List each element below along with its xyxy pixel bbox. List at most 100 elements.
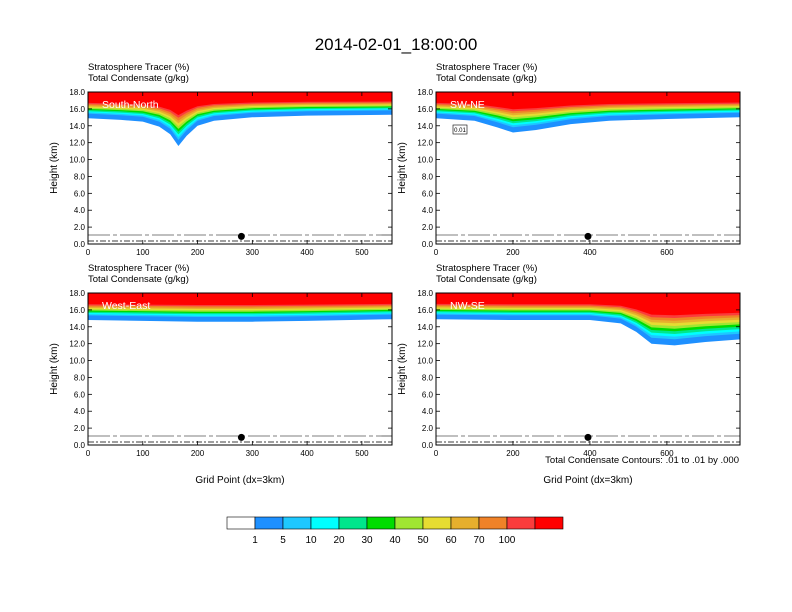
panels-group: Stratosphere Tracer (%)Total Condensate … <box>49 62 741 486</box>
y-tick-label: 10.0 <box>417 357 433 366</box>
colorbar-label: 60 <box>445 535 457 546</box>
location-marker <box>237 433 245 441</box>
plot-frame <box>87 292 393 446</box>
plot-area <box>88 293 392 445</box>
y-tick-label: 2.0 <box>422 223 434 232</box>
x-tick-label: 600 <box>660 449 674 458</box>
colorbar-swatch <box>478 516 508 530</box>
x-tick-label: 200 <box>191 248 205 257</box>
colorbar-swatch <box>310 516 340 530</box>
y-tick-label: 12.0 <box>417 340 433 349</box>
panel-name: South-North <box>102 99 159 111</box>
x-axis-label: Grid Point (dx=3km) <box>543 475 632 486</box>
x-tick-label: 300 <box>246 449 260 458</box>
panel-title-tracer: Stratosphere Tracer (%) <box>436 263 537 274</box>
plot-frame <box>435 292 741 446</box>
colorbar-label: 40 <box>389 535 401 546</box>
plot-frame <box>435 91 741 245</box>
panel-title-tracer: Stratosphere Tracer (%) <box>88 62 189 73</box>
y-tick-label: 0.0 <box>74 441 86 450</box>
panel-south-north: Stratosphere Tracer (%)Total Condensate … <box>49 62 393 257</box>
colorbar-label: 10 <box>305 535 317 546</box>
y-tick-label: 6.0 <box>422 189 434 198</box>
colorbar-swatch <box>366 516 396 530</box>
y-axis-label: Height (km) <box>397 142 408 194</box>
colorbar-label: 1 <box>252 535 258 546</box>
colorbar: 1 5 10 20 30 40 50 60 70 100 <box>226 516 564 546</box>
panel-title-condensate: Total Condensate (g/kg) <box>436 73 537 84</box>
colorbar-swatch <box>338 516 368 530</box>
y-tick-label: 2.0 <box>74 223 86 232</box>
y-tick-label: 18.0 <box>69 88 85 97</box>
y-tick-label: 6.0 <box>74 189 86 198</box>
colorbar-swatch <box>226 516 256 530</box>
colorbar-label: 20 <box>333 535 345 546</box>
y-tick-label: 8.0 <box>74 172 86 181</box>
contour-note: Total Condensate Contours: .01 to .01 by… <box>545 455 739 466</box>
y-tick-label: 14.0 <box>417 122 433 131</box>
y-tick-label: 12.0 <box>417 139 433 148</box>
panel-title-condensate: Total Condensate (g/kg) <box>436 274 537 285</box>
x-tick-label: 600 <box>660 248 674 257</box>
y-tick-label: 14.0 <box>417 323 433 332</box>
colorbar-swatch <box>534 516 564 530</box>
x-tick-label: 500 <box>355 449 369 458</box>
y-tick-label: 10.0 <box>69 156 85 165</box>
x-tick-label: 0 <box>434 248 439 257</box>
panel-title-condensate: Total Condensate (g/kg) <box>88 274 189 285</box>
y-tick-label: 2.0 <box>422 424 434 433</box>
colorbar-swatch <box>282 516 312 530</box>
y-tick-label: 6.0 <box>422 390 434 399</box>
tracer-band <box>88 92 392 116</box>
y-tick-label: 2.0 <box>74 424 86 433</box>
y-axis-label: Height (km) <box>49 142 60 194</box>
x-tick-label: 400 <box>583 248 597 257</box>
plot-frame <box>87 91 393 245</box>
tracer-band <box>436 293 740 316</box>
y-tick-label: 16.0 <box>417 105 433 114</box>
panel-west-east: Stratosphere Tracer (%)Total Condensate … <box>49 263 393 486</box>
y-tick-label: 16.0 <box>417 306 433 315</box>
y-axis-label: Height (km) <box>49 343 60 395</box>
panel-title-condensate: Total Condensate (g/kg) <box>88 73 189 84</box>
y-tick-label: 14.0 <box>69 122 85 131</box>
panel-name: SW-NE <box>450 99 485 111</box>
x-tick-label: 100 <box>136 248 150 257</box>
x-axis-label: Grid Point (dx=3km) <box>195 475 284 486</box>
x-tick-label: 0 <box>86 248 91 257</box>
y-tick-label: 6.0 <box>74 390 86 399</box>
y-tick-label: 18.0 <box>69 289 85 298</box>
y-tick-label: 0.0 <box>74 240 86 249</box>
figure-title: 2014-02-01_18:00:00 <box>315 35 478 54</box>
y-tick-label: 18.0 <box>417 88 433 97</box>
colorbar-label: 70 <box>473 535 485 546</box>
tracer-band <box>436 92 740 110</box>
y-tick-label: 0.0 <box>422 240 434 249</box>
panel-sw-ne: Stratosphere Tracer (%)Total Condensate … <box>397 62 741 257</box>
y-tick-label: 4.0 <box>74 407 86 416</box>
x-tick-label: 400 <box>300 449 314 458</box>
y-tick-label: 12.0 <box>69 139 85 148</box>
plot-area <box>436 293 740 445</box>
y-tick-label: 0.0 <box>422 441 434 450</box>
contour-label-box <box>452 124 468 135</box>
x-tick-label: 0 <box>86 449 91 458</box>
x-tick-label: 200 <box>506 248 520 257</box>
y-tick-label: 4.0 <box>422 407 434 416</box>
y-tick-label: 10.0 <box>69 357 85 366</box>
y-tick-label: 12.0 <box>69 340 85 349</box>
x-tick-label: 400 <box>583 449 597 458</box>
x-tick-label: 400 <box>300 248 314 257</box>
contour-label: 0.01 <box>454 128 466 134</box>
panel-title-tracer: Stratosphere Tracer (%) <box>88 263 189 274</box>
x-tick-label: 0 <box>434 449 439 458</box>
y-tick-label: 14.0 <box>69 323 85 332</box>
panel-title-tracer: Stratosphere Tracer (%) <box>436 62 537 73</box>
x-tick-label: 500 <box>355 248 369 257</box>
y-tick-label: 10.0 <box>417 156 433 165</box>
y-tick-label: 16.0 <box>69 306 85 315</box>
y-tick-label: 4.0 <box>422 206 434 215</box>
panel-name: West-East <box>102 300 150 312</box>
panel-name: NW-SE <box>450 300 485 312</box>
